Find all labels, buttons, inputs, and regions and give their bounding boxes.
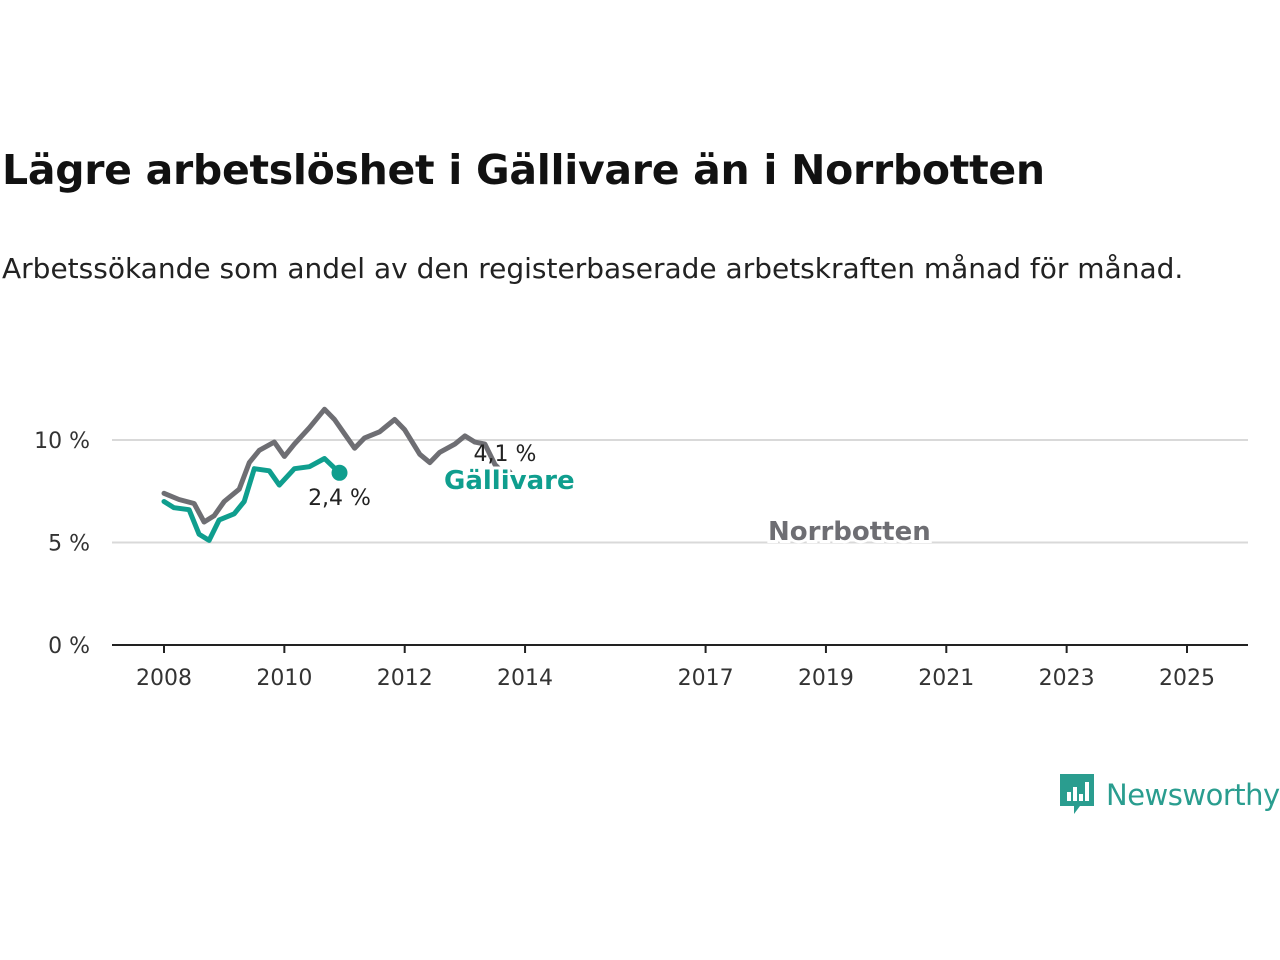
x-tick-label: 2025 <box>1159 666 1215 691</box>
newsworthy-logo-icon <box>1060 774 1094 814</box>
y-tick-label: 5 % <box>48 532 90 557</box>
chart-subtitle: Arbetssökande som andel av den registerb… <box>2 252 1184 285</box>
x-tick-label: 2019 <box>798 666 854 691</box>
series-end-label: 2,4 % <box>308 486 371 511</box>
x-tick-label: 2023 <box>1039 666 1095 691</box>
series-end-label: 4,1 % <box>474 442 537 467</box>
series-line-gallivare <box>161 456 342 543</box>
newsworthy-logo[interactable]: Newsworthy <box>1058 772 1280 818</box>
x-tick-label: 2021 <box>918 666 974 691</box>
y-tick-label: 0 % <box>48 634 90 659</box>
series-label-gallivare: Gällivare <box>444 466 575 496</box>
y-axis-labels: 0 % 5 % 10 % <box>34 429 90 659</box>
series-lines <box>161 406 513 543</box>
x-tick-label: 2012 <box>377 666 433 691</box>
x-tick-label: 2017 <box>678 666 734 691</box>
x-tick-label: 2014 <box>497 666 553 691</box>
line-chart: 0 %5 %10 % 2008 2010 2012 2014 2017 2019 2021 2… <box>34 406 1248 691</box>
x-tick-label: 2008 <box>136 666 192 691</box>
y-tick-label: 10 % <box>34 429 90 454</box>
series-line-norrbotten <box>161 406 508 525</box>
series-labels: 4,1 % 2,4 % Norrbotten Gällivare <box>308 442 934 550</box>
series-end-point <box>497 466 513 483</box>
x-tick-label: 2010 <box>256 666 312 691</box>
series-end-point <box>331 464 348 481</box>
series-label-norrbotten: Norrbotten <box>768 517 931 547</box>
x-axis: 2008 2010 2012 2014 2017 2019 2021 2023 2025 <box>112 644 1248 691</box>
chart-title: Lägre arbetslöshet i Gällivare än i Norr… <box>2 146 1045 194</box>
newsworthy-brand-name: Newsworthy <box>1106 778 1280 812</box>
